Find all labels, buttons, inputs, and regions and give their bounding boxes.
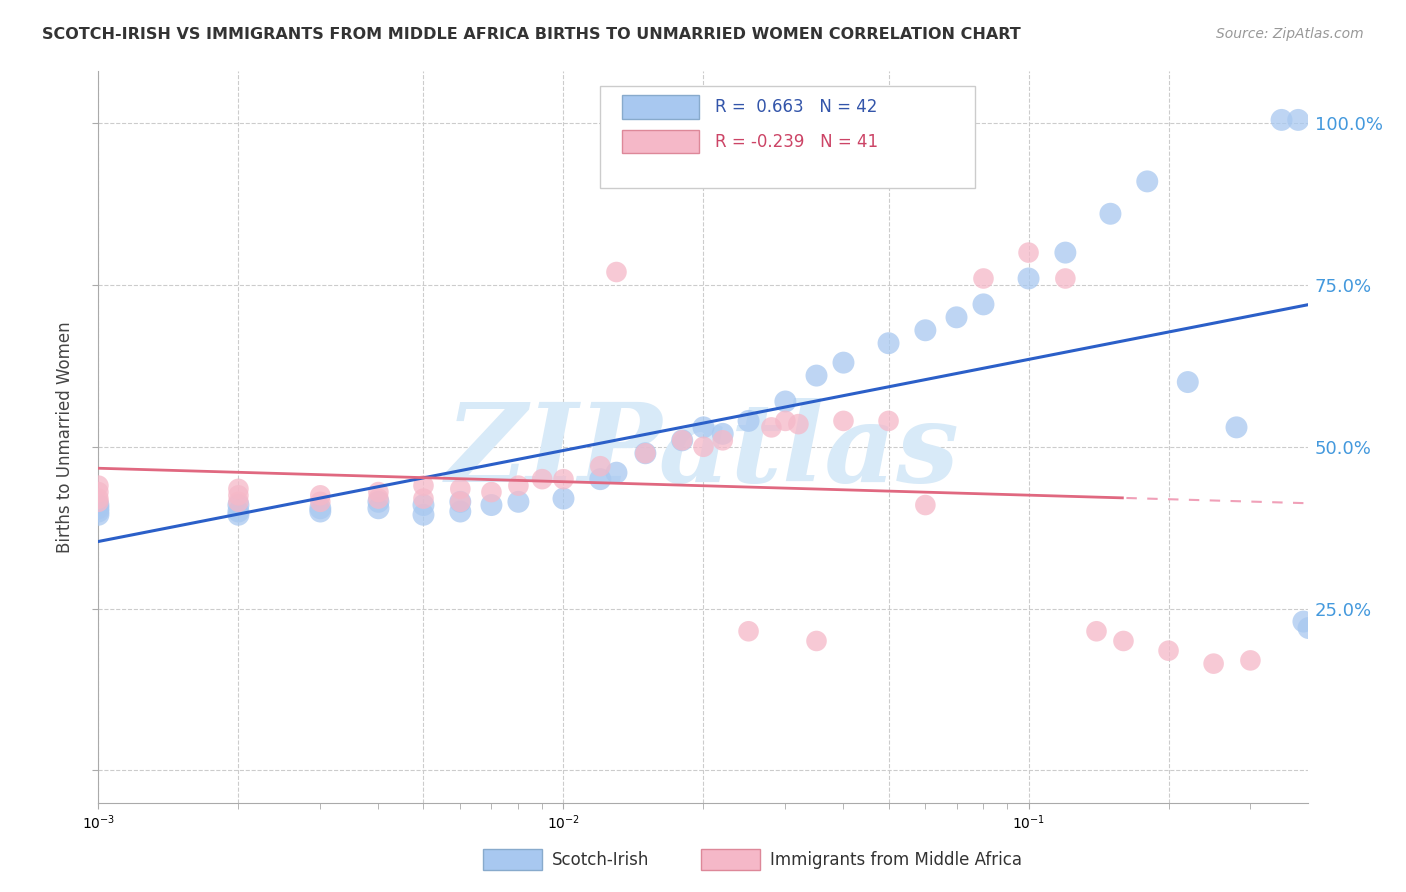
Point xyxy=(761,420,783,434)
Text: R = -0.239   N = 41: R = -0.239 N = 41 xyxy=(716,133,879,151)
Point xyxy=(1112,634,1135,648)
Point xyxy=(1286,112,1309,127)
Point xyxy=(412,478,434,492)
Text: Scotch-Irish: Scotch-Irish xyxy=(551,851,650,869)
Text: SCOTCH-IRISH VS IMMIGRANTS FROM MIDDLE AFRICA BIRTHS TO UNMARRIED WOMEN CORRELAT: SCOTCH-IRISH VS IMMIGRANTS FROM MIDDLE A… xyxy=(42,27,1021,42)
Point xyxy=(553,472,575,486)
Point xyxy=(87,485,110,500)
Point xyxy=(228,488,250,502)
Point xyxy=(671,434,693,448)
Point xyxy=(1225,420,1247,434)
Point xyxy=(87,495,110,509)
Point xyxy=(711,434,734,448)
FancyBboxPatch shape xyxy=(621,130,699,153)
Y-axis label: Births to Unmarried Women: Births to Unmarried Women xyxy=(56,321,75,553)
Point xyxy=(412,498,434,512)
FancyBboxPatch shape xyxy=(600,86,976,188)
Point xyxy=(531,472,554,486)
Point xyxy=(692,440,714,454)
Point xyxy=(228,495,250,509)
Point xyxy=(806,634,828,648)
Point xyxy=(87,504,110,518)
Point xyxy=(449,482,471,496)
Point xyxy=(481,498,503,512)
Point xyxy=(481,485,503,500)
Point xyxy=(634,446,657,460)
Point xyxy=(832,414,855,428)
Point xyxy=(1018,245,1040,260)
Point xyxy=(87,508,110,522)
Point xyxy=(671,434,693,448)
Point xyxy=(1099,207,1122,221)
Point xyxy=(737,624,759,639)
Point xyxy=(449,495,471,509)
Point xyxy=(1136,174,1159,188)
Point xyxy=(367,485,389,500)
Point xyxy=(228,498,250,512)
Point xyxy=(589,472,612,486)
Point xyxy=(412,491,434,506)
Point xyxy=(1054,271,1077,285)
Point xyxy=(508,478,530,492)
Point xyxy=(914,498,936,512)
Point xyxy=(1298,621,1320,635)
Point xyxy=(877,414,900,428)
Point xyxy=(367,491,389,506)
Point xyxy=(1018,271,1040,285)
Point xyxy=(775,394,797,409)
Point xyxy=(367,495,389,509)
Point xyxy=(367,501,389,516)
Point xyxy=(309,504,332,518)
Point xyxy=(589,459,612,474)
Point xyxy=(1239,653,1261,667)
Point xyxy=(309,488,332,502)
Point xyxy=(605,466,627,480)
Point xyxy=(1270,112,1292,127)
FancyBboxPatch shape xyxy=(621,95,699,119)
Point xyxy=(449,495,471,509)
Point xyxy=(553,491,575,506)
Point xyxy=(945,310,967,325)
Point xyxy=(737,414,759,428)
Point xyxy=(775,414,797,428)
Point xyxy=(806,368,828,383)
Point xyxy=(972,297,994,311)
Point xyxy=(1292,615,1315,629)
Text: R =  0.663   N = 42: R = 0.663 N = 42 xyxy=(716,98,877,116)
Point xyxy=(692,420,714,434)
Point xyxy=(1054,245,1077,260)
Point xyxy=(228,508,250,522)
Point xyxy=(787,417,810,431)
Point xyxy=(1202,657,1225,671)
Point xyxy=(1177,375,1199,389)
Point xyxy=(449,504,471,518)
Text: Immigrants from Middle Africa: Immigrants from Middle Africa xyxy=(769,851,1022,869)
Point xyxy=(87,491,110,506)
Point xyxy=(87,501,110,516)
Point xyxy=(914,323,936,337)
Point xyxy=(1157,643,1180,657)
Point xyxy=(309,495,332,509)
Point xyxy=(605,265,627,279)
Point xyxy=(972,271,994,285)
Point xyxy=(228,482,250,496)
Point xyxy=(1085,624,1108,639)
Point xyxy=(634,446,657,460)
Point xyxy=(711,426,734,441)
FancyBboxPatch shape xyxy=(482,849,543,870)
Point xyxy=(87,478,110,492)
Point xyxy=(412,508,434,522)
Point xyxy=(228,504,250,518)
Text: ZIPatlas: ZIPatlas xyxy=(446,398,960,506)
Point xyxy=(877,336,900,351)
FancyBboxPatch shape xyxy=(700,849,759,870)
Point xyxy=(87,498,110,512)
Point xyxy=(832,356,855,370)
Text: Source: ZipAtlas.com: Source: ZipAtlas.com xyxy=(1216,27,1364,41)
Point xyxy=(508,495,530,509)
Point xyxy=(309,501,332,516)
